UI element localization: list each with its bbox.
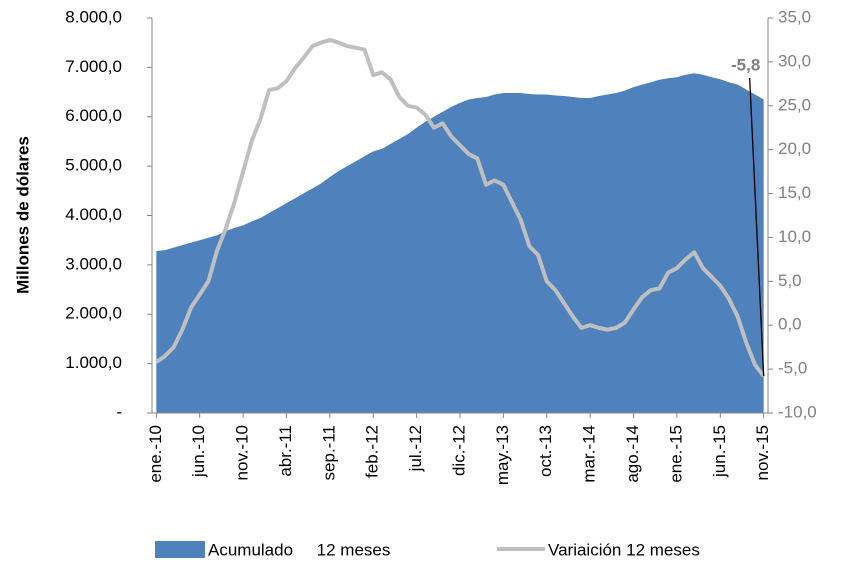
y-tick-label: 6.000,0: [65, 106, 122, 125]
x-tick-label: nov.-15: [753, 425, 772, 480]
legend-label: Acumulado 12 meses: [208, 540, 390, 559]
y2-tick-label: 30,0: [778, 51, 811, 70]
y-tick-label: -: [116, 402, 122, 421]
y-tick-label: 3.000,0: [65, 254, 122, 273]
x-tick-label: abr.-11: [276, 425, 295, 477]
y2-tick-label: 35,0: [778, 7, 811, 26]
y2-tick-label: 25,0: [778, 95, 811, 114]
y-axis-title: Millones de dólares: [13, 136, 32, 294]
x-tick-label: sep.-11: [319, 425, 338, 480]
y2-tick-label: -5,0: [778, 359, 807, 378]
y-tick-label: 2.000,0: [65, 304, 122, 323]
x-tick-label: ene.-10: [146, 425, 165, 483]
x-tick-label: feb.-12: [363, 425, 382, 478]
y2-tick-label: 0,0: [778, 315, 802, 334]
y2-tick-label: 5,0: [778, 271, 802, 290]
x-tick-label: jun.-10: [189, 425, 208, 478]
x-tick-label: ene.-15: [666, 425, 685, 483]
x-tick-label: nov.-10: [233, 425, 252, 480]
x-tick-label: oct.-13: [536, 425, 555, 477]
y2-tick-label: 10,0: [778, 227, 811, 246]
y2-tick-label: 15,0: [778, 183, 811, 202]
x-tick-label: jul.-12: [406, 425, 425, 472]
y-tick-label: 8.000,0: [65, 7, 122, 26]
line: [155, 37, 766, 378]
y2-tick-label: -10,0: [778, 402, 817, 421]
legend-label: Variaición 12 meses: [548, 540, 700, 559]
x-tick-label: may.-13: [493, 425, 512, 485]
x-tick-label: mar.-14: [580, 425, 599, 483]
y-tick-label: 7.000,0: [65, 57, 122, 76]
data-label: -5,8: [731, 55, 760, 74]
y-tick-label: 5.000,0: [65, 156, 122, 175]
x-tick-label: dic.-12: [449, 425, 468, 476]
x-tick-label: jun.-15: [710, 425, 729, 478]
x-tick-label: ago.-14: [623, 425, 642, 483]
area: [156, 73, 764, 414]
y-tick-label: 1.000,0: [65, 353, 122, 372]
y2-tick-label: 20,0: [778, 139, 811, 158]
annotation-leader: [749, 77, 765, 377]
y-tick-label: 4.000,0: [65, 205, 122, 224]
legend-swatch: [155, 541, 205, 558]
